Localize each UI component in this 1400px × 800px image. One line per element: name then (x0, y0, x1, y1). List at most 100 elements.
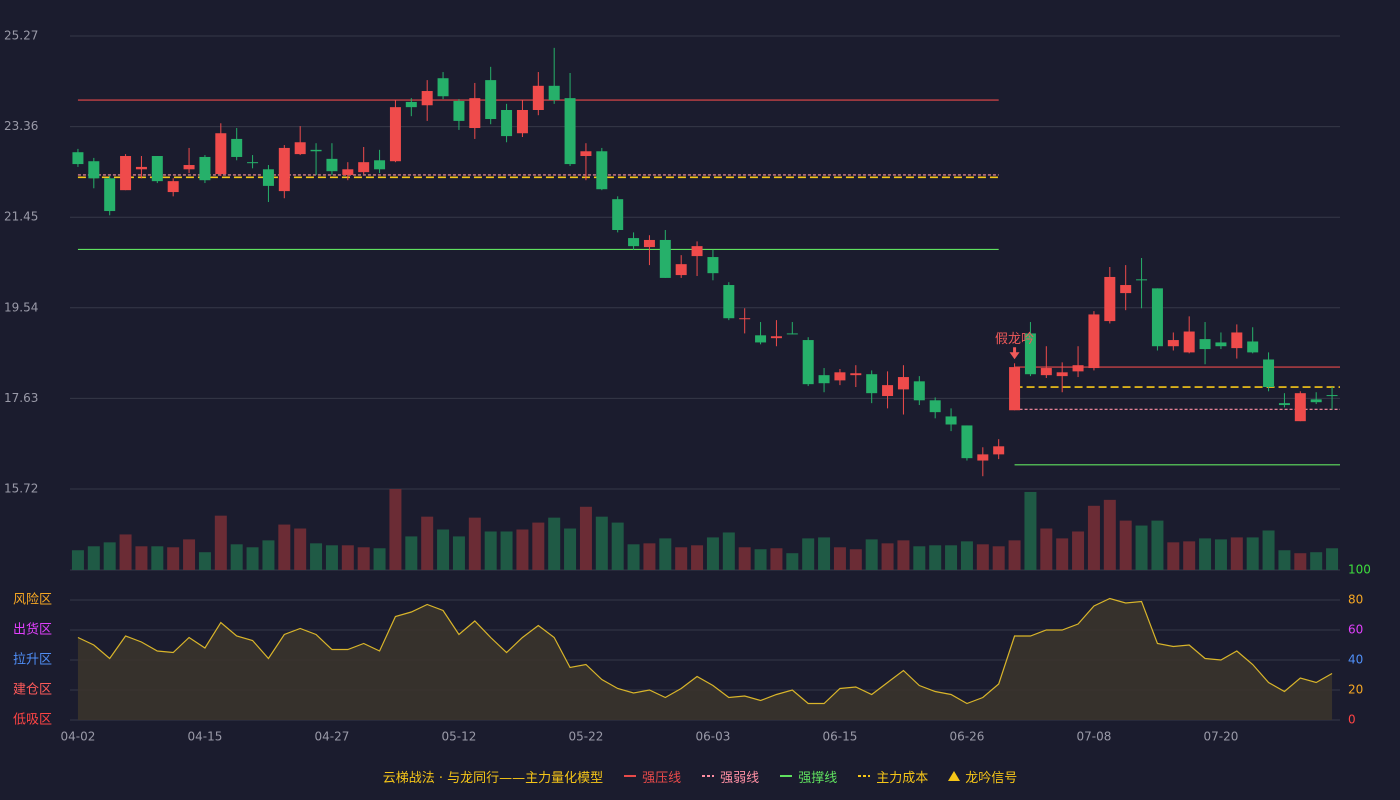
y-tick-label: 15.72 (4, 482, 38, 496)
x-tick-label: 07-20 (1204, 730, 1239, 744)
candle-body (469, 98, 481, 129)
legend-icon (624, 775, 637, 777)
candle-body (548, 85, 560, 101)
x-tick-label: 04-27 (315, 730, 350, 744)
volume-bar (945, 545, 958, 570)
volume-bar (659, 538, 672, 570)
candle-body (1294, 393, 1306, 422)
candle-body (1310, 399, 1322, 403)
candle-body (231, 138, 243, 157)
legend-item: 强弱线 (701, 767, 759, 786)
y-tick-label: 21.45 (4, 210, 38, 224)
candle-body (834, 372, 846, 381)
volume-bar (421, 516, 434, 570)
candle-body (580, 151, 592, 157)
candle-body (342, 169, 354, 175)
volume-bar (1056, 538, 1069, 570)
indicator-tick-label: 80 (1348, 593, 1363, 607)
zone-label: 出货区 (13, 622, 52, 638)
candle-body (628, 238, 640, 247)
volume-bar (1103, 499, 1116, 570)
candle-body (72, 152, 84, 165)
candle-body (1136, 279, 1148, 281)
candle-body (818, 375, 830, 384)
candle-body (437, 78, 449, 97)
volume-bar (310, 543, 323, 570)
volume-bar (548, 517, 561, 570)
volume-bar (341, 545, 354, 570)
volume-bar (1310, 552, 1323, 570)
candle-body (1040, 368, 1052, 376)
candle-body (770, 336, 782, 339)
volume-bar (294, 528, 307, 570)
candle-body (977, 454, 989, 461)
candle-body (929, 400, 941, 413)
legend-icon (858, 775, 871, 777)
candle-body (421, 91, 433, 106)
candle-body (389, 107, 401, 162)
candle-body (1167, 340, 1179, 347)
candle-body (1231, 332, 1243, 349)
volume-bar (71, 550, 84, 570)
candle-body (1009, 367, 1021, 411)
x-tick-label: 06-15 (823, 730, 858, 744)
candle-body (1024, 333, 1036, 375)
candle-body (1326, 395, 1338, 397)
volume-bar (643, 543, 656, 570)
legend-label: 主力成本 (876, 770, 929, 786)
candle-body (945, 416, 957, 425)
volume-bar (564, 528, 577, 570)
candle-body (104, 178, 116, 212)
volume-bar (1119, 520, 1132, 570)
legend-item: 龙吟信号 (948, 767, 1017, 786)
y-tick-label: 23.36 (4, 119, 38, 133)
legend-label: 龙吟信号 (965, 770, 1018, 786)
x-tick-label: 06-26 (950, 730, 985, 744)
candle-body (1263, 359, 1275, 388)
volume-bar (1278, 550, 1291, 570)
indicator-tick-label: 60 (1348, 623, 1363, 637)
legend-item: 强撑线 (779, 767, 837, 786)
volume-bar (1183, 541, 1196, 570)
candle-body (643, 239, 655, 248)
volume-bar (960, 541, 973, 570)
candle-body (659, 239, 671, 278)
candle-body (485, 80, 497, 120)
volume-bar (325, 545, 338, 570)
candle-body (135, 166, 147, 170)
candle-body (326, 158, 338, 172)
volume-bar (484, 531, 497, 570)
candle-body (913, 381, 925, 401)
candle-body (866, 374, 878, 394)
volume-bar (1151, 520, 1164, 570)
candle-body (1247, 341, 1259, 353)
volume-bar (929, 545, 942, 570)
x-tick-label: 05-12 (442, 730, 477, 744)
zone-label: 风险区 (13, 593, 52, 608)
x-tick-label: 06-03 (696, 730, 731, 744)
volume-bar (1040, 528, 1053, 570)
volume-bar (1230, 537, 1243, 570)
candle-body (897, 377, 909, 390)
candle-body (850, 373, 862, 376)
legend-item: 主力成本 (857, 767, 928, 786)
candle-body (1072, 365, 1084, 372)
legend-item: 强压线 (623, 767, 681, 786)
legend-icon (948, 771, 961, 781)
candle-body (1120, 285, 1132, 294)
volume-bar (373, 548, 386, 570)
volume-bar (468, 517, 481, 570)
volume-bar (865, 539, 878, 570)
volume-bar (516, 529, 529, 570)
volume-bar (183, 539, 196, 570)
indicator-tick-label: 20 (1348, 683, 1363, 697)
indicator-area (77, 598, 1333, 720)
candle-body (501, 109, 513, 137)
candle-body (1215, 342, 1227, 347)
candle-body (882, 385, 894, 397)
candle-body (167, 181, 179, 193)
volume-bar (1008, 540, 1021, 570)
volume-bar (1262, 530, 1275, 570)
volume-bar (1246, 537, 1259, 570)
